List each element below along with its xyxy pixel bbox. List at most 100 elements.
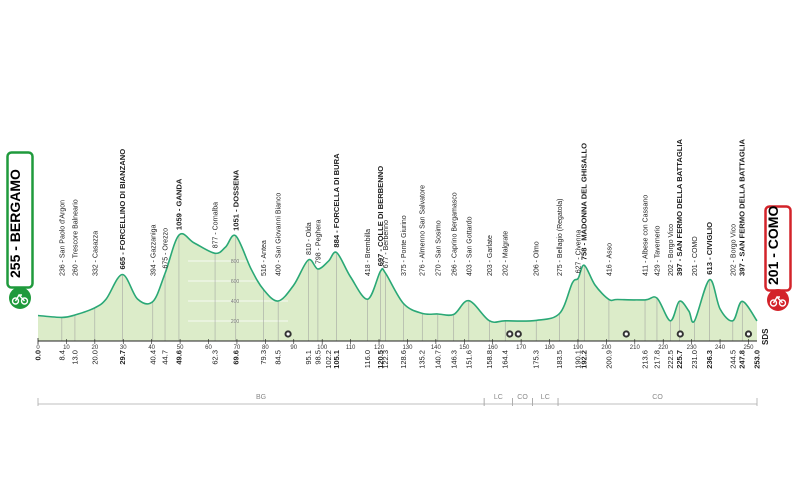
- location-label: 275 - Bellagio (Regatola): [557, 199, 564, 276]
- km-label: 84.5: [274, 350, 283, 365]
- elevation-tick-label: 200: [231, 319, 240, 325]
- axis-tick-label: 210: [630, 345, 641, 351]
- axis-tick-label: 150: [459, 345, 470, 351]
- km-label: 140.7: [433, 350, 442, 369]
- km-label: 253.0: [753, 350, 762, 369]
- province-label: LC: [494, 394, 503, 401]
- km-label: 20.0: [90, 350, 99, 365]
- km-label: 236.3: [705, 350, 714, 369]
- km-label: 225.7: [675, 350, 684, 369]
- km-label: 190.1: [574, 350, 583, 369]
- axis-tick-label: 50: [177, 345, 184, 351]
- axis-tick-label: 250: [743, 345, 754, 351]
- start-badge: 255 - BERGAMO: [6, 151, 34, 311]
- axis-tick-label: 160: [488, 345, 499, 351]
- location-label: 877 - Cornalba: [213, 202, 220, 248]
- location-label: 394 - Gazzaniga: [150, 225, 157, 276]
- location-label: 516 - Antea: [261, 240, 268, 276]
- location-label: 418 - Brembilla: [365, 229, 372, 276]
- finish-label: 201 - COMO: [765, 206, 781, 285]
- km-label: 95.1: [304, 350, 313, 365]
- cyclist-icon: [767, 289, 789, 311]
- axis-tick-label: 70: [234, 345, 241, 351]
- distance-axis: 0 10 20 30 40 50 60 70 80 90 100 110 120 130 140 150 160…: [36, 338, 757, 351]
- location-label: 798 - Peghera: [315, 220, 322, 264]
- sprint-marker-dot: [286, 332, 290, 336]
- km-label: 175.3: [532, 350, 541, 369]
- location-label: 665 - FORCELLINO DI BIANZANO: [118, 149, 127, 270]
- km-label: 102.2: [324, 350, 333, 369]
- location-label: 429 - Tavernerio: [654, 225, 661, 276]
- province-label: BG: [256, 394, 266, 401]
- finish-badge: 201 - COMO: [764, 205, 792, 313]
- km-label: 146.3: [449, 350, 458, 369]
- location-label: 202 - Borgo Vico: [730, 224, 737, 276]
- location-label: 403 - San Gottardo: [466, 216, 473, 276]
- km-label: 164.4: [501, 350, 510, 369]
- km-label: 244.5: [728, 350, 737, 369]
- km-label: 192.2: [580, 350, 589, 369]
- km-label: 122.3: [381, 350, 390, 369]
- axis-tick-label: 0: [36, 345, 40, 351]
- location-label: 613 - CIVIGLIO: [705, 222, 714, 275]
- location-label: 627 - Civenna: [576, 230, 583, 274]
- km-label: 222.5: [666, 350, 675, 369]
- km-label: 217.8: [652, 350, 661, 369]
- location-label: 697 - COLLE DI BERBENNO: [376, 166, 385, 267]
- km-label: 135.2: [418, 350, 427, 369]
- profile-fill: [38, 233, 757, 341]
- axis-tick-label: 10: [63, 345, 70, 351]
- axis-tick-label: 170: [516, 345, 527, 351]
- brand-text: SDS: [761, 328, 770, 345]
- km-label: 13.0: [70, 350, 79, 365]
- province-label: LC: [541, 394, 550, 401]
- location-label: 1051 - DOSSENA: [231, 169, 240, 231]
- location-drop-lines: [61, 235, 743, 341]
- elevation-gridlines: 200 400 600 800: [188, 259, 288, 325]
- elevation-tick-label: 600: [231, 279, 240, 285]
- location-label: 400 - San Giovanni Bianco: [276, 193, 283, 276]
- sprint-marker-dot: [516, 332, 520, 336]
- km-label: 79.3: [259, 350, 268, 365]
- km-label: 231.0: [690, 350, 699, 369]
- cyclist-icon: [9, 287, 31, 309]
- axis-tick-label: 220: [658, 345, 669, 351]
- km-label: 183.5: [555, 350, 564, 369]
- km-label: 29.7: [118, 350, 127, 365]
- sprint-markers: [284, 330, 753, 338]
- location-label: 1059 - GANDA: [174, 178, 183, 230]
- km-label: 69.6: [231, 350, 240, 365]
- location-label: 884 - FORCELLA DI BURA: [332, 153, 341, 248]
- km-label: 0.0: [34, 350, 43, 360]
- km-label: 151.6: [464, 350, 473, 369]
- axis-tick-label: 20: [91, 345, 98, 351]
- location-label: 332 - Casazza: [92, 231, 99, 276]
- sprint-marker-dot: [678, 332, 682, 336]
- profile-stroke: [37, 232, 758, 324]
- location-label: 397 - SAN FERMO DELLA BATTAGLIA: [738, 139, 747, 276]
- sprint-marker-dot: [746, 332, 751, 336]
- elevation-tick-label: 800: [231, 259, 240, 265]
- axis-tick-label: 200: [601, 345, 612, 351]
- km-label: 158.8: [485, 350, 494, 369]
- axis-tick-label: 30: [120, 345, 127, 351]
- location-label: 201 - COMO: [692, 236, 699, 276]
- location-label: 375 - Ponte Giurino: [401, 215, 408, 276]
- km-label: 247.8: [738, 350, 747, 369]
- location-label: 203 - Garlate: [487, 235, 494, 276]
- location-label: 260 - Trescore Balneario: [72, 199, 79, 276]
- location-label: 810 - Olda: [306, 222, 313, 255]
- axis-tick-label: 180: [545, 345, 556, 351]
- km-label: 8.4: [57, 350, 66, 360]
- location-label: 236 - San Paolo d'Argon: [59, 200, 66, 276]
- km-label: 105.1: [332, 350, 341, 369]
- axis-tick-label: 110: [346, 345, 356, 351]
- location-label: 675 - Orezzo: [163, 228, 170, 269]
- elevation-tick-label: 400: [231, 299, 240, 305]
- km-label: 128.6: [399, 350, 408, 369]
- province-bands: BG LC CO LC CO: [37, 394, 758, 406]
- axis-tick-label: 60: [205, 345, 212, 351]
- location-label: 758 - MADONNA DEL GHISALLO: [580, 143, 589, 260]
- km-label: 40.4: [148, 350, 157, 365]
